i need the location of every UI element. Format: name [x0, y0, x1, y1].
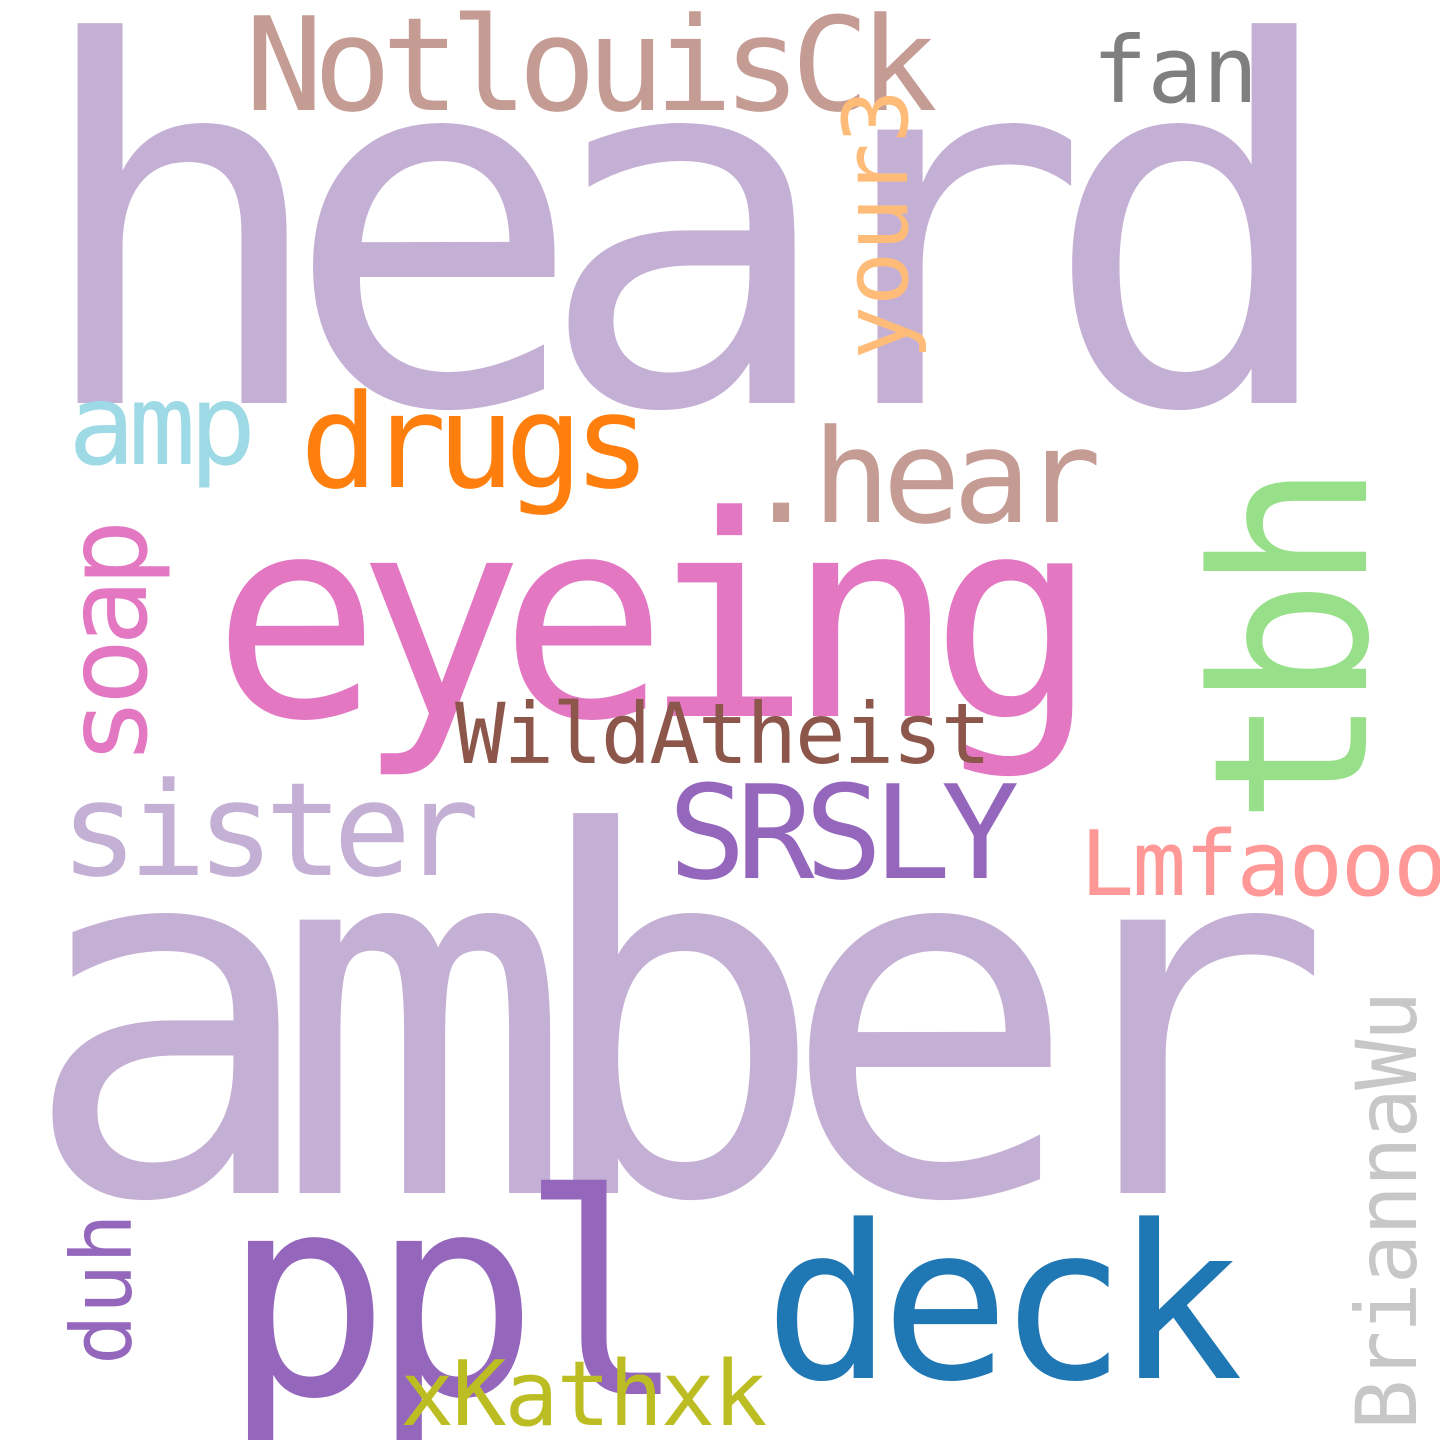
- word-deck: deck: [764, 1180, 1243, 1429]
- word-amber: amber: [20, 729, 1333, 1311]
- word-drugs: drugs: [300, 366, 651, 518]
- word-duh: duh: [53, 1213, 151, 1365]
- word-hear: .hear: [742, 401, 1101, 553]
- word-xkathxk: xKathxk: [400, 1342, 767, 1440]
- word-amp: amp: [68, 361, 256, 491]
- word-sister: sister: [60, 754, 480, 906]
- word-lmfaooo: Lmfaooo: [1080, 812, 1440, 917]
- word-wildatheist: WildAtheist: [455, 685, 991, 783]
- word-tbh: tbh: [1168, 474, 1417, 825]
- word-fan: fan: [1092, 17, 1259, 124]
- word-eyeing: eyeing: [212, 457, 1098, 783]
- word-ppl: ppl: [222, 1135, 688, 1440]
- word-srsly: SRSLY: [668, 757, 1019, 909]
- word-soap: soap: [43, 527, 173, 765]
- word-briannawu: BriannaWu: [1338, 992, 1436, 1430]
- word-your3: your3: [824, 89, 929, 360]
- word-notlouisck: NotlouisCk: [245, 0, 938, 141]
- word-heard: heard: [30, 0, 1343, 521]
